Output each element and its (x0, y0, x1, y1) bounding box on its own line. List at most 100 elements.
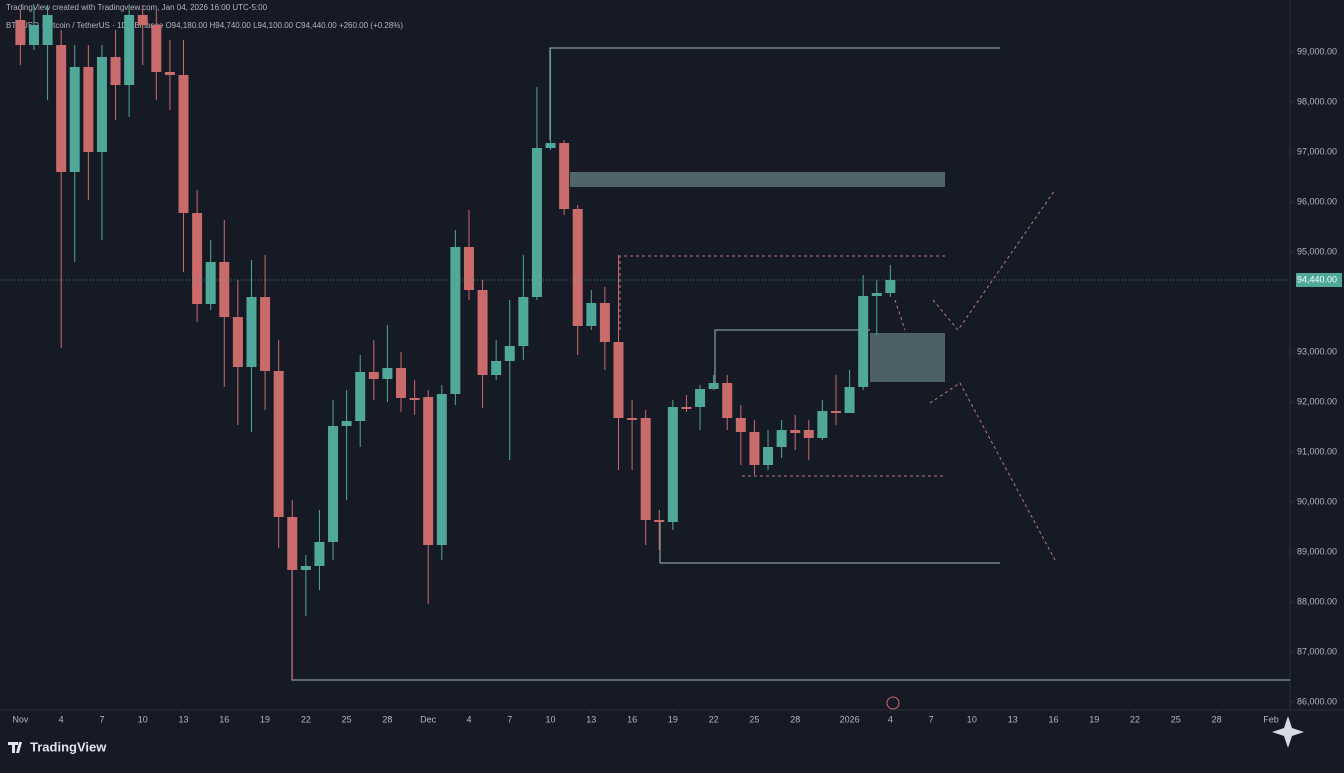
x-tick-label: 4 (466, 714, 471, 724)
x-tick-label: Dec (420, 714, 437, 724)
symbol-line: BTCUSD · Bitcoin / TetherUS · 1D · Binan… (6, 21, 403, 30)
candle-body (817, 411, 828, 438)
candle-body (695, 389, 706, 407)
range-line (659, 520, 1000, 564)
zone (570, 172, 945, 187)
candle-body (613, 342, 624, 418)
candle-body (681, 407, 692, 409)
x-tick-label: Nov (12, 714, 29, 724)
candle-body (531, 148, 542, 297)
x-tick-label: 16 (627, 714, 637, 724)
dashed-drawings (619, 189, 1056, 561)
candle-body (491, 361, 502, 375)
candle-body (436, 394, 447, 545)
current-price-label: 94,440.00 (1297, 274, 1337, 284)
y-tick-label: 87,000.00 (1297, 646, 1337, 656)
x-tick-label: 4 (59, 714, 64, 724)
candle-body (83, 67, 94, 152)
candle-body (572, 209, 583, 326)
y-tick-label: 95,000.00 (1297, 246, 1337, 256)
candle-body (627, 418, 638, 420)
candle-body (178, 75, 189, 213)
candle-body (382, 368, 393, 379)
candle-body (205, 262, 216, 304)
y-tick-label: 86,000.00 (1297, 696, 1337, 706)
x-tick-label: 7 (929, 714, 934, 724)
x-tick-label: 7 (99, 714, 104, 724)
y-tick-label: 98,000.00 (1297, 96, 1337, 106)
candle-body (545, 143, 556, 148)
x-tick-label: 2026 (840, 714, 860, 724)
candle-body (830, 411, 841, 413)
x-tick-label: 10 (546, 714, 556, 724)
candle-body (640, 418, 651, 520)
x-tick-label: 13 (586, 714, 596, 724)
x-tick-label: 16 (219, 714, 229, 724)
dashed-level (619, 255, 945, 330)
event-icon[interactable] (886, 696, 900, 710)
candle-body (708, 383, 719, 389)
candle-body (504, 346, 515, 361)
candle-body (260, 297, 271, 371)
x-tick-label: 13 (179, 714, 189, 724)
y-tick-label: 99,000.00 (1297, 46, 1337, 56)
y-tick-label: 97,000.00 (1297, 146, 1337, 156)
candle-body (341, 421, 352, 426)
candle-body (246, 297, 257, 367)
range-line (714, 329, 870, 385)
x-tick-label: 28 (382, 714, 392, 724)
candle-body (463, 247, 474, 290)
y-tick-label: 96,000.00 (1297, 196, 1337, 206)
candle-body (518, 297, 529, 346)
candle-body (56, 45, 67, 172)
brand-logo (8, 742, 22, 753)
y-tick-label: 90,000.00 (1297, 496, 1337, 506)
candle-body (232, 317, 243, 367)
x-tick-label: 10 (138, 714, 148, 724)
x-tick-label: 22 (301, 714, 311, 724)
x-tick-label: 25 (749, 714, 759, 724)
candle-body (749, 432, 760, 465)
x-tick-label: 7 (507, 714, 512, 724)
brand[interactable]: TradingView (30, 739, 107, 754)
x-tick-label: 28 (1212, 714, 1222, 724)
y-tick-label: 93,000.00 (1297, 346, 1337, 356)
candle-body (776, 430, 787, 447)
candle-body (885, 280, 896, 293)
candle-body (735, 418, 746, 432)
projection (929, 382, 1056, 561)
x-tick-label: 25 (342, 714, 352, 724)
candle-body (328, 426, 339, 542)
sparkle-icon (1272, 716, 1304, 748)
candle-body (355, 372, 366, 421)
y-tick-label: 91,000.00 (1297, 446, 1337, 456)
projection (894, 299, 906, 331)
candle-body (477, 290, 488, 375)
x-tick-label: 19 (668, 714, 678, 724)
candle-body (858, 296, 869, 387)
x-tick-label: 25 (1171, 714, 1181, 724)
candle-body (667, 407, 678, 522)
candle-body (599, 303, 610, 342)
x-tick-label: Feb (1263, 714, 1279, 724)
candle-body (273, 371, 284, 517)
candle-body (124, 15, 135, 85)
y-tick-label: 88,000.00 (1297, 596, 1337, 606)
candle-body (192, 213, 203, 304)
candle-body (96, 57, 107, 152)
projection (932, 189, 1056, 331)
candle-body (450, 247, 461, 394)
candle-body (790, 430, 801, 433)
candle-body (763, 447, 774, 465)
candle-body (844, 387, 855, 413)
candle-body (409, 398, 420, 400)
candle-body (871, 293, 882, 296)
candle-body (69, 67, 80, 172)
current-price-badge (1296, 273, 1342, 287)
candle-body (654, 520, 665, 522)
candle-body (28, 25, 39, 45)
candle-body (164, 72, 175, 75)
candle-body (586, 303, 597, 326)
